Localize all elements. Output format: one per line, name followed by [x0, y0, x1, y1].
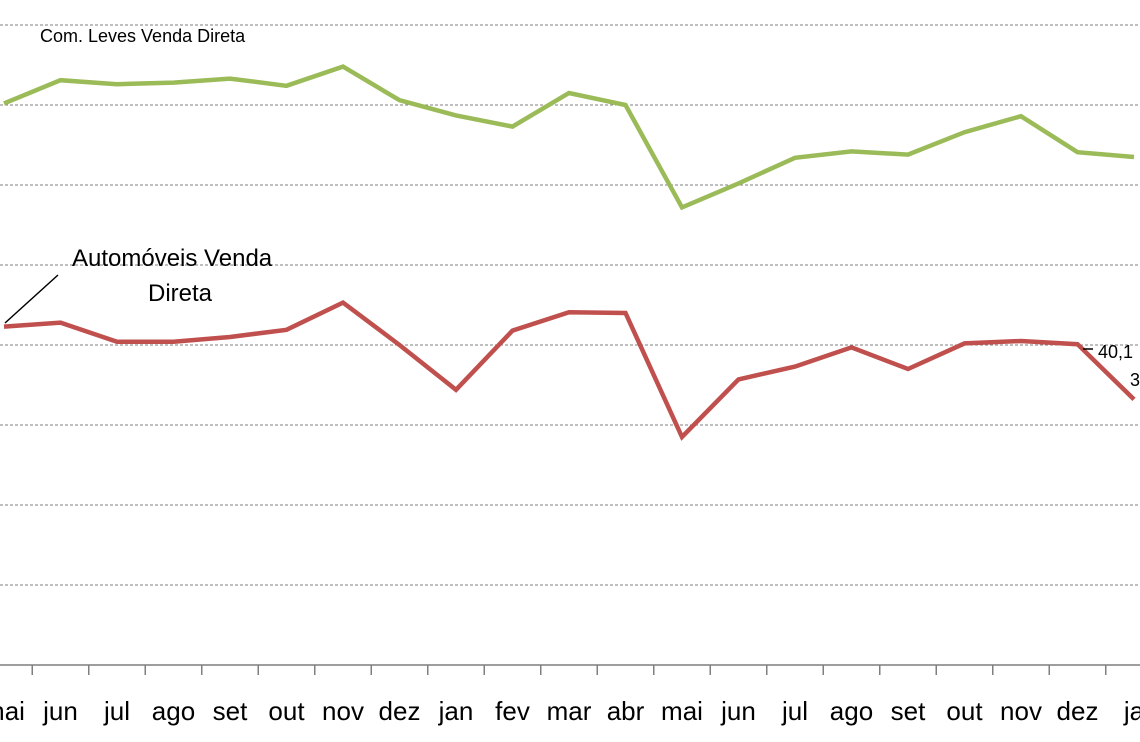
data-label-dez: 40,1: [1098, 342, 1133, 362]
x-tick-label: ago: [152, 696, 195, 726]
x-tick-label: mai: [661, 696, 703, 726]
x-axis-ticks: [31, 665, 1107, 675]
x-tick-label: out: [946, 696, 983, 726]
series-label-leader-line: [4, 274, 59, 324]
x-tick-label: nov: [1000, 696, 1042, 726]
series-line-0: [3, 64, 1135, 211]
x-axis-tick-labels: maijunjulagosetoutnovdezjanfevmarabrmaij…: [0, 696, 1140, 726]
x-tick-label: set: [213, 696, 248, 726]
x-tick-label: set: [891, 696, 926, 726]
x-tick-label: out: [268, 696, 305, 726]
x-tick-label: jun: [720, 696, 756, 726]
x-tick-label: ja: [1123, 696, 1140, 726]
x-tick-label: jul: [103, 696, 130, 726]
series-line-1: [3, 299, 1136, 441]
gridlines: [0, 24, 1140, 586]
x-tick-label: jan: [438, 696, 474, 726]
x-tick-label: jul: [781, 696, 808, 726]
x-tick-label: ago: [830, 696, 873, 726]
x-tick-label: dez: [1057, 696, 1099, 726]
x-tick-label: nov: [322, 696, 364, 726]
x-tick-label: mai: [0, 696, 25, 726]
series-lines: [3, 64, 1136, 441]
x-tick-label: fev: [495, 696, 530, 726]
series-label-automoveis-line1: Automóveis Venda: [72, 245, 273, 272]
x-tick-label: abr: [607, 696, 645, 726]
x-tick-label: mar: [547, 696, 592, 726]
series-label-com-leves: Com. Leves Venda Direta: [40, 26, 246, 46]
series-label-automoveis-line2: Direta: [148, 280, 213, 307]
x-tick-label: jun: [42, 696, 78, 726]
data-label-ja: 3: [1130, 370, 1140, 390]
x-tick-label: dez: [379, 696, 421, 726]
